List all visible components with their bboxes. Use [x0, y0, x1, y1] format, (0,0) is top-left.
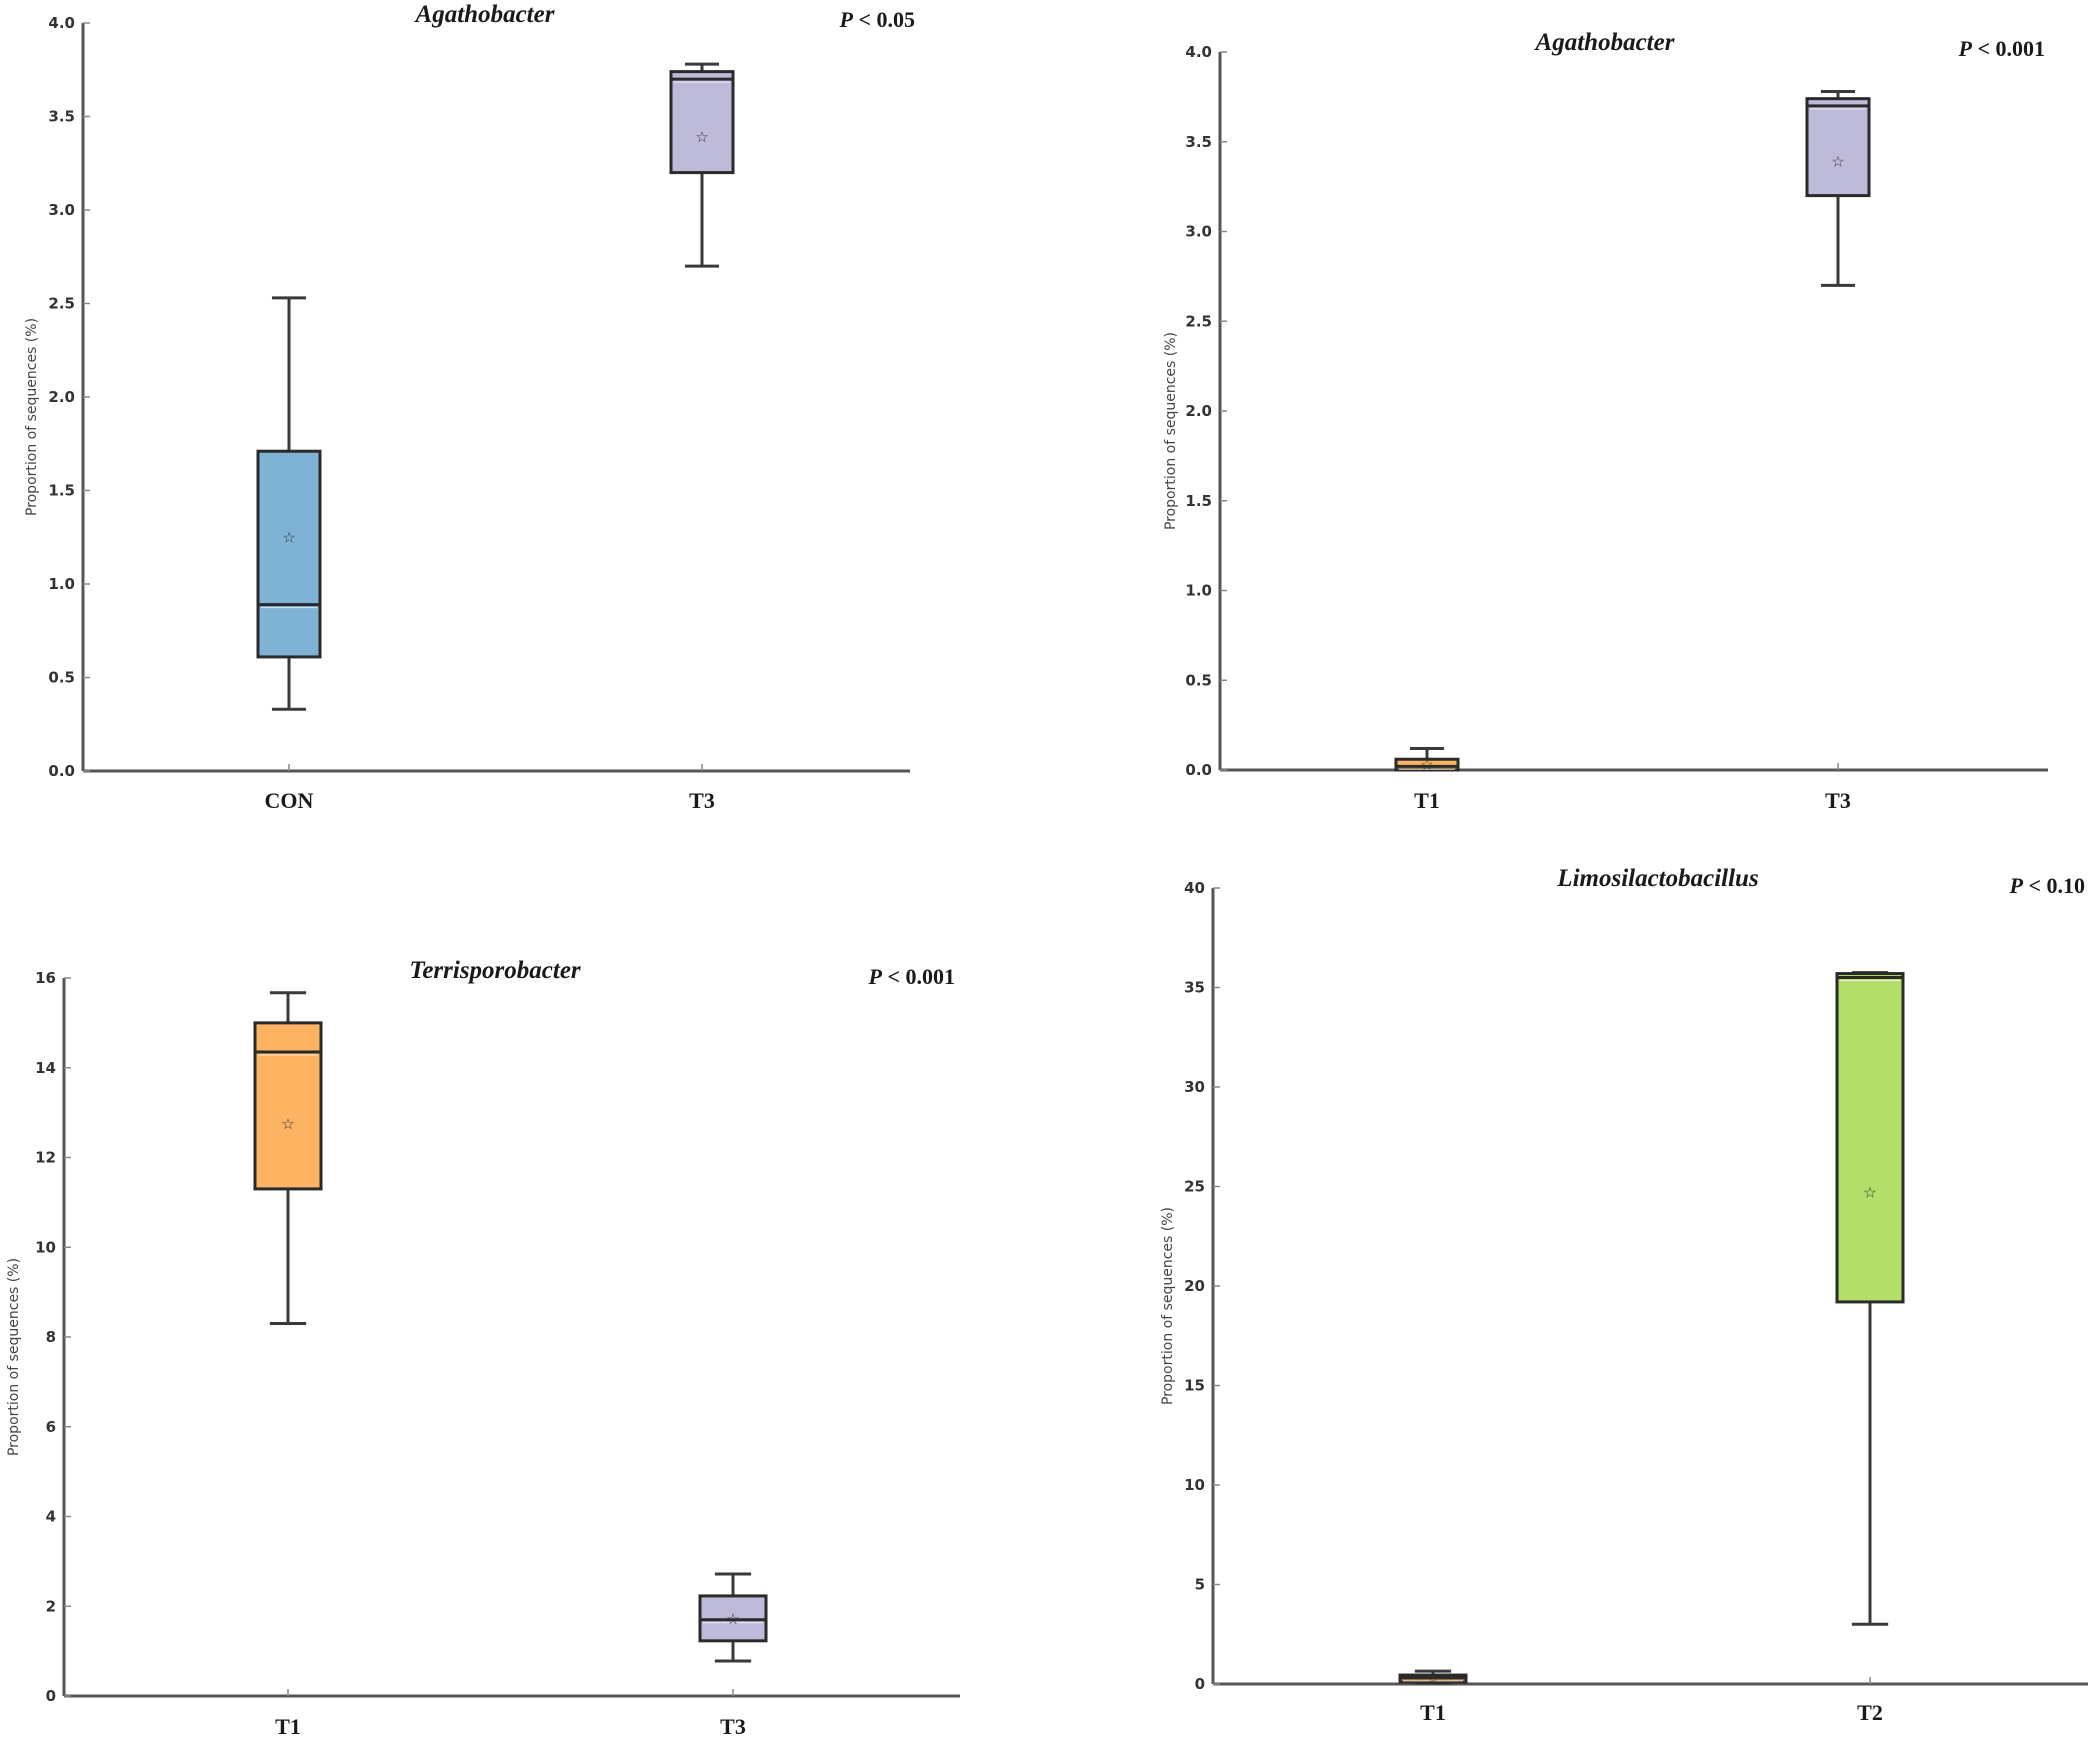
x-tick-label: T3 — [689, 788, 715, 813]
y-tick-label: 3.5 — [1185, 133, 1212, 151]
y-tick-label: 35 — [1184, 979, 1205, 997]
y-tick-label: 8 — [46, 1328, 56, 1346]
p-value-annotation: P < 0.001 — [868, 964, 956, 989]
y-tick-label: 30 — [1184, 1078, 1205, 1096]
y-tick-label: 3.0 — [48, 201, 75, 219]
mean-marker-star: ☆ — [1863, 1183, 1876, 1201]
y-tick-label: 10 — [1184, 1476, 1205, 1494]
y-tick-label: 15 — [1184, 1377, 1205, 1395]
p-value-symbol: P — [1958, 36, 1973, 61]
iqr-box — [1805, 97, 1871, 198]
p-value-text: < 0.001 — [1972, 36, 2045, 61]
p-value-text: < 0.001 — [882, 964, 955, 989]
y-tick-label: 3.5 — [48, 108, 75, 126]
chart-title: Agathobacter — [414, 1, 555, 28]
x-tick-label: T1 — [1414, 788, 1440, 813]
p-value-symbol: P — [2009, 873, 2024, 898]
y-tick-label: 12 — [35, 1149, 56, 1167]
chart-title: Agathobacter — [1534, 29, 1675, 56]
y-tick-label: 4 — [46, 1508, 56, 1526]
y-tick-label: 0 — [1195, 1675, 1205, 1693]
chart-title: Terrisporobacter — [409, 957, 581, 984]
iqr-box — [256, 449, 322, 659]
mean-marker-star: ☆ — [1420, 756, 1433, 774]
mean-marker-star: ☆ — [695, 128, 708, 146]
chart-panel-4: 0 5 10 15 20 25 30 35 40 Proportion of sequences … — [1160, 865, 2088, 1725]
box-group-t3: T3 ☆ — [698, 1572, 768, 1738]
mean-marker-star: ☆ — [726, 1610, 739, 1628]
iqr-box — [1394, 757, 1460, 772]
y-tick-label: 16 — [35, 969, 56, 987]
iqr-box — [253, 1021, 323, 1191]
chart-title: Limosilactobacillus — [1556, 865, 1758, 892]
y-tick-label: 10 — [35, 1238, 56, 1256]
box-group-t3: T3 ☆ — [669, 62, 735, 813]
x-tick-label: T3 — [720, 1714, 746, 1738]
y-tick-label: 6 — [46, 1418, 56, 1436]
p-value-symbol: P — [839, 7, 854, 32]
x-tick-label: T3 — [1825, 788, 1851, 813]
chart-panel-1: 0.0 0.5 1.0 1.5 2.0 2.5 3.0 3.5 4.0 Proportion of… — [24, 1, 915, 813]
y-tick-label: 2.5 — [1185, 312, 1212, 330]
y-tick-label: 1.5 — [48, 482, 75, 500]
box-group-t2: T2 ☆ — [1835, 971, 1905, 1725]
y-tick-label: 0 — [46, 1687, 56, 1705]
y-tick-label: 0.5 — [1185, 671, 1212, 689]
p-value-symbol: P — [868, 964, 883, 989]
y-tick-label: 2.0 — [48, 388, 75, 406]
y-axis-label: Proportion of sequences (%) — [6, 1258, 22, 1456]
y-tick-label: 4.0 — [1185, 43, 1212, 61]
mean-marker-star: ☆ — [1426, 1669, 1439, 1687]
chart-panel-3: 0 2 4 6 8 10 12 14 16 Proportion of sequences (%)… — [6, 957, 960, 1738]
x-tick-label: T1 — [275, 1714, 301, 1738]
p-value-annotation: P < 0.001 — [1958, 36, 2046, 61]
p-value-text: < 0.10 — [2023, 873, 2085, 898]
p-value-annotation: P < 0.05 — [839, 7, 916, 32]
box-group-t1: T1 ☆ — [1394, 746, 1460, 813]
x-tick-label: T1 — [1420, 1700, 1446, 1725]
y-tick-label: 3.0 — [1185, 223, 1212, 241]
p-value-annotation: P < 0.10 — [2009, 873, 2086, 898]
y-tick-label: 4.0 — [48, 14, 75, 32]
y-tick-label: 40 — [1184, 879, 1205, 897]
y-tick-label: 2.0 — [1185, 402, 1212, 420]
y-axis-label: Proportion of sequences (%) — [24, 318, 40, 516]
box-group-t1: T1 ☆ — [1398, 1669, 1468, 1725]
y-tick-label: 14 — [35, 1059, 56, 1077]
chart-panel-2: 0.0 0.5 1.0 1.5 2.0 2.5 3.0 3.5 4.0 Proportion of… — [1163, 29, 2048, 813]
iqr-box — [669, 70, 735, 175]
y-tick-label: 0.0 — [1185, 761, 1212, 779]
mean-marker-star: ☆ — [281, 1115, 294, 1133]
y-tick-label: 0.0 — [48, 762, 75, 780]
y-tick-label: 1.0 — [1185, 582, 1212, 600]
y-tick-label: 1.5 — [1185, 492, 1212, 510]
mean-marker-star: ☆ — [1831, 152, 1844, 170]
box-group-t3: T3 ☆ — [1805, 89, 1871, 813]
mean-marker-star: ☆ — [282, 528, 295, 546]
box-group-con: CON ☆ — [256, 296, 322, 813]
y-tick-label: 2.5 — [48, 295, 75, 313]
y-axis-label: Proportion of sequences (%) — [1163, 332, 1179, 530]
y-tick-label: 2 — [46, 1597, 56, 1615]
y-axis-label: Proportion of sequences (%) — [1160, 1207, 1176, 1405]
y-tick-label: 0.5 — [48, 669, 75, 687]
p-value-text: < 0.05 — [853, 7, 915, 32]
y-tick-label: 20 — [1184, 1277, 1205, 1295]
box-group-t1: T1 ☆ — [253, 991, 323, 1738]
y-tick-label: 5 — [1195, 1576, 1205, 1594]
iqr-box — [1835, 972, 1905, 1304]
x-tick-label: T2 — [1857, 1700, 1883, 1725]
x-tick-label: CON — [265, 788, 314, 813]
y-tick-label: 1.0 — [48, 575, 75, 593]
y-tick-label: 25 — [1184, 1178, 1205, 1196]
